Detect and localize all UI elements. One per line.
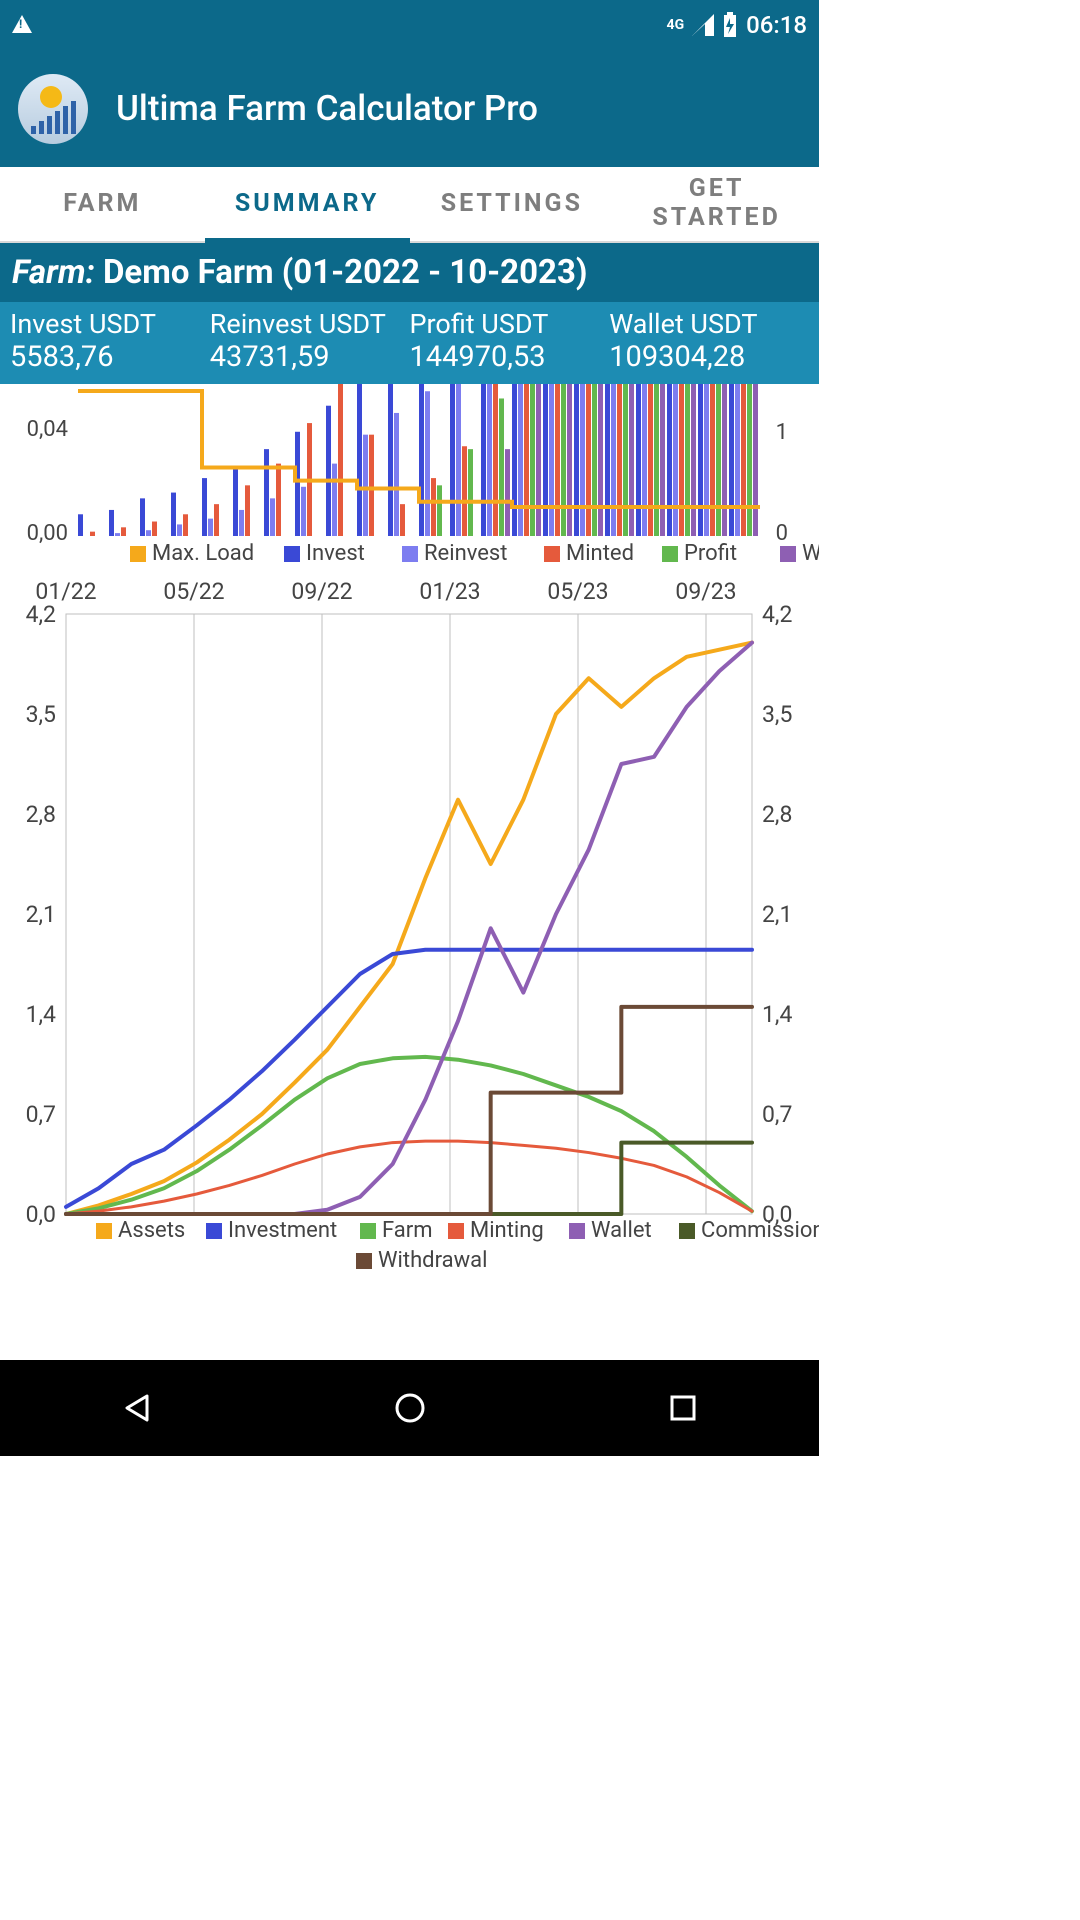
signal-icon <box>692 14 714 36</box>
nav-back-button[interactable] <box>47 1378 227 1438</box>
svg-text:Commission: Commission <box>701 1218 819 1243</box>
farm-prefix: Farm: <box>12 253 95 292</box>
app-icon <box>18 74 88 144</box>
svg-text:0,7: 0,7 <box>762 1101 792 1128</box>
tab-label: FARM <box>63 190 141 219</box>
svg-text:1,4: 1,4 <box>26 1001 56 1028</box>
status-bar: 4G 06:18 <box>0 0 819 50</box>
svg-text:2,8: 2,8 <box>762 801 792 828</box>
line-chart: 01/2205/2209/2201/2305/2309/234,24,23,53… <box>0 569 819 1289</box>
stat-value: 43731,59 <box>210 340 410 374</box>
svg-text:09/22: 09/22 <box>291 578 352 605</box>
tab-farm[interactable]: FARM <box>0 167 205 241</box>
svg-text:Minted: Minted <box>566 541 634 566</box>
farm-banner: Farm: Demo Farm (01-2022 - 10-2023) <box>0 243 819 302</box>
android-nav-bar <box>0 1360 819 1456</box>
nav-home-button[interactable] <box>320 1378 500 1438</box>
bar-chart: 0,04 0,00 1 0 Max. Load Invest Reinvest Minted P… <box>0 384 819 569</box>
stat-label: Profit USDT <box>410 308 610 340</box>
svg-text:0,00: 0,00 <box>27 521 68 546</box>
svg-text:Minting: Minting <box>470 1218 544 1243</box>
svg-text:Farm: Farm <box>382 1218 433 1243</box>
svg-text:0,7: 0,7 <box>26 1101 56 1128</box>
svg-text:05/23: 05/23 <box>547 578 608 605</box>
svg-text:Wallet: Wallet <box>802 541 819 566</box>
summary-content: 0,04 0,00 1 0 Max. Load Invest Reinvest Minted P… <box>0 384 819 1360</box>
battery-charging-icon <box>722 12 738 38</box>
tab-label: SETTINGS <box>441 190 583 219</box>
svg-text:Investment: Investment <box>228 1218 337 1243</box>
svg-text:1,4: 1,4 <box>762 1001 792 1028</box>
svg-text:0: 0 <box>776 521 788 546</box>
svg-text:4,2: 4,2 <box>762 601 792 628</box>
stat-invest: Invest USDT5583,76 <box>10 308 210 374</box>
tab-get-started[interactable]: GETSTARTED <box>614 167 819 241</box>
svg-text:Reinvest: Reinvest <box>424 541 507 566</box>
svg-text:Wallet: Wallet <box>591 1218 652 1243</box>
stat-value: 109304,28 <box>609 340 809 374</box>
stat-label: Invest USDT <box>10 308 210 340</box>
svg-text:3,5: 3,5 <box>762 701 792 728</box>
app-bar: Ultima Farm Calculator Pro <box>0 50 819 167</box>
tab-summary[interactable]: SUMMARY <box>205 167 410 241</box>
svg-text:1: 1 <box>776 420 788 445</box>
stat-profit: Profit USDT144970,53 <box>410 308 610 374</box>
farm-name: Demo Farm (01-2022 - 10-2023) <box>103 253 588 292</box>
svg-text:01/23: 01/23 <box>419 578 480 605</box>
stat-value: 144970,53 <box>410 340 610 374</box>
stats-row: Invest USDT5583,76 Reinvest USDT43731,59… <box>0 302 819 384</box>
tab-label: SUMMARY <box>235 190 380 219</box>
stat-value: 5583,76 <box>10 340 210 374</box>
svg-text:09/23: 09/23 <box>675 578 736 605</box>
svg-text:2,1: 2,1 <box>762 901 792 928</box>
network-label: 4G <box>667 18 685 32</box>
tab-settings[interactable]: SETTINGS <box>410 167 615 241</box>
svg-text:4,2: 4,2 <box>26 601 56 628</box>
stat-wallet: Wallet USDT109304,28 <box>609 308 809 374</box>
app-title: Ultima Farm Calculator Pro <box>116 88 538 129</box>
svg-text:Assets: Assets <box>118 1218 185 1243</box>
status-time: 06:18 <box>746 11 807 39</box>
svg-text:05/22: 05/22 <box>163 578 224 605</box>
svg-text:Max. Load: Max. Load <box>152 541 254 566</box>
svg-text:0,0: 0,0 <box>26 1201 56 1228</box>
svg-text:Profit: Profit <box>684 541 737 566</box>
stat-reinvest: Reinvest USDT43731,59 <box>210 308 410 374</box>
tab-label: GETSTARTED <box>652 175 780 233</box>
svg-text:2,8: 2,8 <box>26 801 56 828</box>
stat-label: Wallet USDT <box>609 308 809 340</box>
svg-text:Invest: Invest <box>306 541 365 566</box>
svg-text:0,04: 0,04 <box>27 417 68 442</box>
svg-text:2,1: 2,1 <box>26 901 56 928</box>
tab-bar: FARM SUMMARY SETTINGS GETSTARTED <box>0 167 819 243</box>
stat-label: Reinvest USDT <box>210 308 410 340</box>
warning-icon <box>12 11 32 39</box>
svg-text:Withdrawal: Withdrawal <box>378 1248 487 1273</box>
svg-text:3,5: 3,5 <box>26 701 56 728</box>
nav-recent-button[interactable] <box>593 1378 773 1438</box>
